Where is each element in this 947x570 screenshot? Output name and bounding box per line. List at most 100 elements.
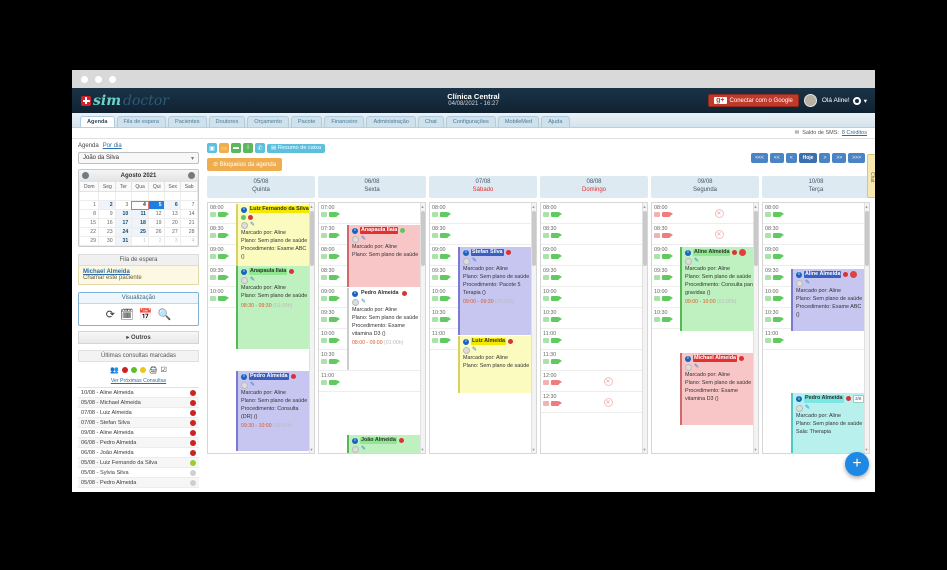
slot-body[interactable] (457, 203, 536, 223)
slot-body[interactable]: ✕ (568, 371, 647, 391)
slot-body[interactable] (457, 224, 536, 244)
info-icon[interactable]: i (463, 338, 469, 345)
calendar-day[interactable]: 31 (115, 236, 132, 246)
video-call-icon[interactable] (773, 295, 784, 301)
time-slot[interactable]: 10:30 (541, 308, 647, 329)
refresh-icon[interactable]: ⟳ (105, 309, 115, 321)
video-call-icon[interactable] (218, 274, 229, 280)
slot-availability-icon[interactable] (543, 400, 549, 406)
appointment-card[interactable]: i Luiz Almeida ✎ Marcado por: Aline Plano: S… (458, 335, 536, 393)
appointment-card[interactable]: i Aline Almeida ✎ Marcado por: Aline Plano: … (791, 268, 869, 331)
video-call-icon[interactable] (662, 274, 673, 280)
patient-name[interactable]: Stefan Silva (471, 248, 504, 257)
day-header[interactable]: 06/08 Sexta (318, 176, 426, 198)
tab-ajuda[interactable]: Ajuda (541, 115, 570, 127)
calendar-day[interactable]: 22 (79, 227, 100, 237)
clock-icon[interactable] (241, 277, 248, 285)
slot-availability-icon[interactable] (765, 211, 771, 217)
day-header[interactable]: 07/08 Sábado (429, 176, 537, 198)
video-call-icon[interactable] (662, 232, 673, 238)
green-info-icon[interactable]: i (243, 143, 253, 153)
slot-availability-icon[interactable] (432, 337, 438, 343)
day-header[interactable]: 05/08 Quinta (207, 176, 315, 198)
window-minimize-dot[interactable] (95, 75, 102, 83)
slot-availability-icon[interactable] (765, 274, 771, 280)
consulta-row[interactable]: 06/08 - Pedro Almeida (78, 438, 199, 448)
slot-availability-icon[interactable] (654, 211, 660, 217)
info-icon[interactable]: i (241, 373, 247, 380)
calendar-day[interactable]: 4 (130, 200, 150, 210)
slot-availability-icon[interactable] (321, 211, 327, 217)
video-call-icon[interactable] (662, 253, 673, 259)
slot-body[interactable] (568, 329, 647, 349)
video-call-icon[interactable] (551, 316, 562, 322)
calendar-day-icon[interactable]: 🗓 (119, 309, 134, 321)
video-call-icon[interactable] (329, 295, 340, 301)
slot-availability-icon[interactable] (210, 232, 216, 238)
time-slot[interactable]: 09:30 (541, 266, 647, 287)
patient-name[interactable]: Aline Almeida (804, 270, 842, 279)
slot-availability-icon[interactable] (432, 232, 438, 238)
calendar-day[interactable]: 12 (148, 209, 166, 219)
scroll-up-arrow[interactable]: ▲ (753, 203, 758, 209)
slot-body[interactable] (568, 266, 647, 286)
video-call-icon[interactable] (551, 211, 562, 217)
slot-availability-icon[interactable] (321, 379, 327, 385)
calendar-day[interactable]: 6 (164, 200, 182, 210)
clock-icon[interactable] (796, 405, 803, 413)
slot-availability-icon[interactable] (321, 295, 327, 301)
calendar-day[interactable]: 9 (98, 209, 117, 219)
slot-availability-icon[interactable] (432, 295, 438, 301)
video-call-icon[interactable] (329, 316, 340, 322)
scrollbar-thumb[interactable] (642, 210, 647, 266)
google-connect-button[interactable]: g+ Conectar com o Google (708, 94, 799, 107)
slot-availability-icon[interactable] (543, 274, 549, 280)
consulta-row[interactable]: 07/08 - Luiz Almeida (78, 408, 199, 418)
clock-icon[interactable] (352, 236, 359, 244)
slot-availability-icon[interactable] (432, 211, 438, 217)
calendar-day[interactable]: 14 (180, 209, 198, 219)
orange-screen-icon[interactable]: ▭ (219, 143, 229, 153)
consulta-row[interactable]: 05/08 - Michael Almeida (78, 398, 199, 408)
clock-icon[interactable] (241, 382, 248, 390)
time-slot[interactable]: 09:00 (541, 245, 647, 266)
scroll-down-arrow[interactable]: ▼ (309, 446, 314, 452)
info-icon[interactable]: i (352, 437, 358, 444)
patient-name[interactable]: João Almeida (360, 436, 397, 445)
video-call-icon[interactable] (773, 253, 784, 259)
slot-body[interactable] (568, 350, 647, 370)
video-call-icon[interactable] (329, 379, 340, 385)
slot-body[interactable] (568, 308, 647, 328)
calendar-day[interactable]: 7 (180, 200, 198, 210)
slot-availability-icon[interactable] (654, 274, 660, 280)
calendar-prev-button[interactable] (82, 172, 89, 179)
tab-configurações[interactable]: Configurações (445, 115, 496, 127)
info-icon[interactable]: i (352, 227, 358, 234)
video-call-icon[interactable] (440, 211, 451, 217)
slot-body[interactable] (790, 224, 869, 244)
calendar-next-button[interactable] (188, 172, 195, 179)
date-nav-step-1[interactable]: << (769, 153, 784, 163)
calendar-day[interactable]: 26 (148, 227, 166, 237)
time-slot[interactable]: 12:30 ✕ (541, 392, 647, 413)
video-call-icon[interactable] (218, 295, 229, 301)
scrollbar-thumb[interactable] (309, 210, 314, 266)
date-nav-step-2[interactable]: < (785, 153, 797, 163)
slot-body[interactable] (346, 371, 425, 391)
video-call-icon[interactable] (551, 379, 562, 385)
calendar-day[interactable]: 10 (115, 209, 132, 219)
video-call-icon[interactable] (773, 232, 784, 238)
scroll-up-arrow[interactable]: ▲ (309, 203, 314, 209)
scroll-down-arrow[interactable]: ▼ (864, 446, 869, 452)
appointment-card[interactable]: i Pedro Almeida ✎ Marcado por: Aline Plano: … (347, 287, 425, 370)
info-icon[interactable]: i (796, 396, 802, 402)
calendar-day[interactable]: 5 (148, 200, 166, 210)
time-slot[interactable]: 07:00 (319, 203, 425, 224)
time-slot[interactable]: 08:30 (541, 224, 647, 245)
day-header[interactable]: 10/08 Terça (762, 176, 870, 198)
slot-body[interactable] (568, 203, 647, 223)
video-call-icon[interactable] (218, 232, 229, 238)
video-call-icon[interactable] (329, 232, 340, 238)
video-call-icon[interactable] (773, 337, 784, 343)
